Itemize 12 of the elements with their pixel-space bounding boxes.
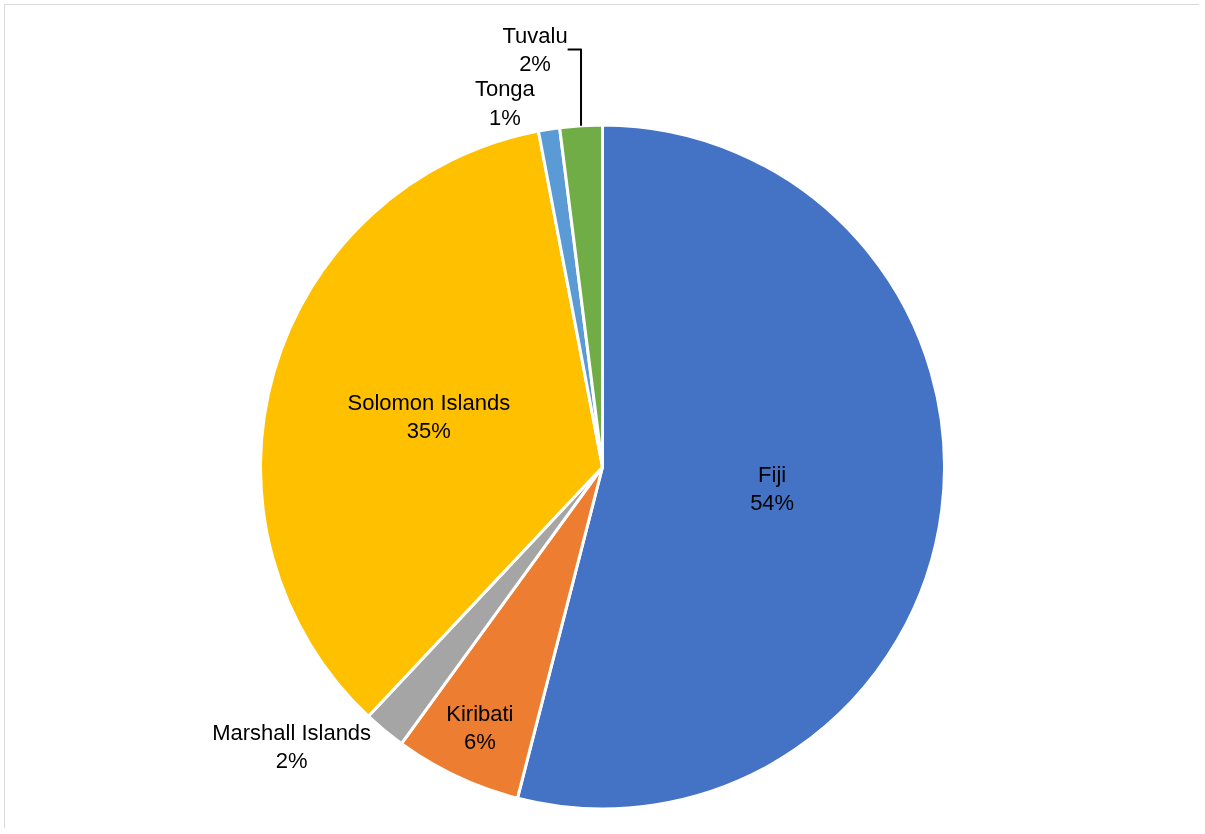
slice-label: Tuvalu (502, 22, 568, 48)
slice-label: Tonga (474, 76, 536, 102)
data-label: 2% (275, 748, 308, 774)
data-label: 1% (488, 104, 521, 130)
slice-label: Kiribati (446, 700, 514, 726)
data-label: 54% (750, 490, 795, 516)
slice-label: Marshall Islands (212, 719, 372, 745)
data-label: 6% (463, 729, 496, 755)
slice-label: Solomon Islands (347, 389, 511, 415)
data-label: 2% (519, 51, 551, 77)
slice-label: Fiji (758, 461, 787, 487)
data-label: 35% (406, 418, 451, 444)
